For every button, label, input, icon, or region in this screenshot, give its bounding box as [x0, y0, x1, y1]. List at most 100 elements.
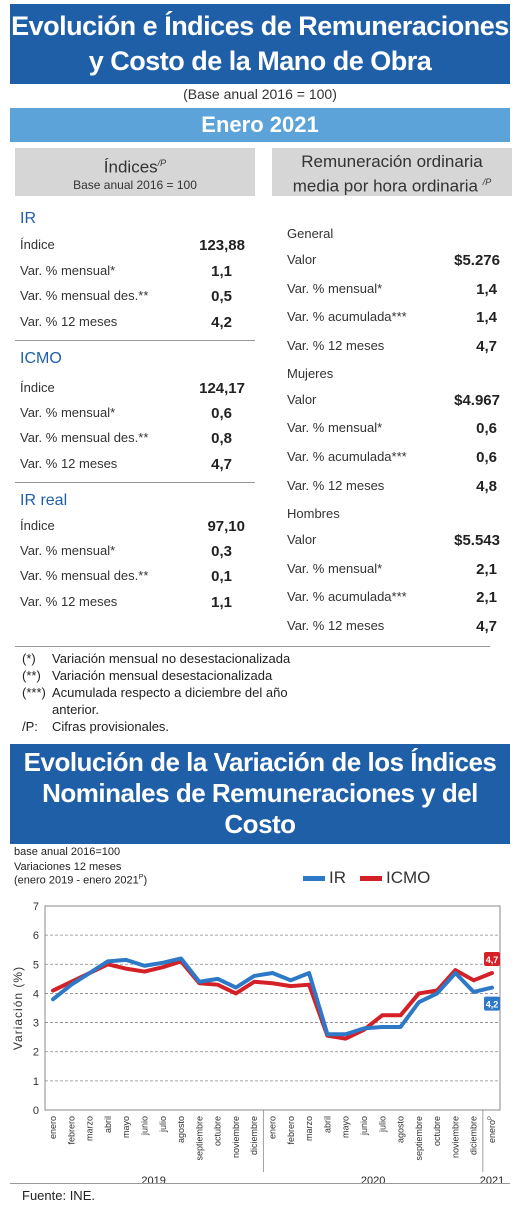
chart-title-line3: de la Mano de obra	[146, 840, 374, 870]
x-tick-label: mayo	[341, 1116, 351, 1138]
row-label: Valor	[287, 532, 317, 547]
y-tick-label: 5	[33, 959, 39, 971]
row-value: 1,1	[211, 263, 232, 280]
series-line-icmo	[51, 959, 494, 1041]
end-label-box	[484, 952, 500, 967]
end-value-label: 4,2	[486, 1000, 499, 1010]
indices-title: Índices	[103, 157, 158, 177]
series-line-ir	[51, 956, 494, 1037]
row-label: Índice	[20, 237, 55, 252]
row-value: 1,1	[211, 594, 232, 611]
x-tick-label: junio	[139, 1116, 149, 1136]
row-label: Var. % 12 meses	[287, 338, 385, 353]
row-label: Var. % acumulada***	[287, 309, 407, 324]
main-title-line2: y Costo de la Mano de Obra	[88, 46, 432, 76]
remuneracion-header: Remuneración ordinaria media por hora or…	[272, 148, 512, 196]
section-hombres: Hombres	[287, 506, 340, 521]
x-tick-label: septiembre	[194, 1116, 204, 1161]
row-label: Var. % acumulada***	[287, 589, 407, 604]
x-tick-label: octubre	[432, 1116, 442, 1146]
row-label: Var. % 12 meses	[287, 478, 385, 493]
row-value: 0,8	[211, 430, 232, 447]
x-tick-label: febrero	[66, 1116, 76, 1145]
row-label: Var. % mensual*	[20, 263, 116, 278]
row-label: Var. % mensual des.**	[20, 568, 149, 583]
footnote-item: (*) Variación mensual no desestacionaliza…	[22, 650, 332, 667]
x-tick-label: julio	[377, 1116, 387, 1133]
x-tick-label: febrero	[286, 1116, 296, 1145]
footnote-item: (***) Acumulada respecto a diciembre del …	[22, 684, 332, 718]
y-tick-label: 3	[33, 1018, 39, 1030]
row-value: 2,1	[476, 589, 497, 606]
x-tick-label: julio	[158, 1116, 168, 1133]
x-tick-label: agosto	[176, 1116, 186, 1143]
x-tick-label: enero	[268, 1116, 278, 1139]
x-tick-label: septiembre	[414, 1116, 424, 1161]
row-value: 0,5	[211, 288, 232, 305]
row-value: 0,3	[211, 543, 232, 560]
y-tick-label: 7	[33, 901, 39, 913]
row-label: Var. % mensual*	[20, 543, 116, 558]
footnote-item: /P: Cifras provisionales.	[22, 718, 332, 735]
x-tick-label: noviembre	[450, 1116, 460, 1158]
section-ir-real: IR real	[20, 492, 68, 509]
row-value: 4,7	[476, 618, 497, 635]
footnote-key: (***)	[22, 685, 46, 700]
section-icmo: ICMO	[20, 350, 62, 367]
footer-divider	[10, 1183, 510, 1184]
x-tick-label: eneroP	[487, 1116, 497, 1143]
row-label: Var. % mensual*	[287, 420, 383, 435]
x-tick-label: abril	[322, 1116, 332, 1133]
row-value: 1,4	[476, 281, 497, 298]
chart-legend: IR ICMO	[293, 868, 430, 888]
month-banner: Enero 2021	[10, 108, 510, 142]
remuneracion-line1: Remuneración ordinaria	[301, 152, 483, 171]
main-title-banner: Evolución e Índices de Remuneraciones y …	[10, 4, 510, 84]
base-note: (Base anual 2016 = 100)	[183, 86, 337, 102]
footnote-text: Acumulada respecto a diciembre del año a…	[52, 685, 288, 717]
x-tick-label: enero	[48, 1116, 58, 1139]
y-tick-label: 6	[33, 930, 39, 942]
indices-header: Índices/P Base anual 2016 = 100	[15, 148, 255, 196]
row-label: Var. % 12 meses	[20, 594, 118, 609]
row-label: Var. % 12 meses	[20, 456, 118, 471]
row-value: 2,1	[476, 561, 497, 578]
row-value: 0,6	[211, 405, 232, 422]
footnote-key: (**)	[22, 668, 41, 683]
row-label: Var. % mensual*	[287, 561, 383, 576]
x-tick-label: junio	[359, 1116, 369, 1136]
row-value: 4,2	[211, 314, 232, 331]
divider	[15, 340, 255, 341]
footnote-text: Cifras provisionales.	[52, 719, 170, 734]
y-tick-label: 0	[33, 1105, 39, 1117]
footnote-key: /P:	[22, 719, 38, 734]
year-label: 2019	[141, 1175, 165, 1187]
legend-icmo-swatch	[360, 875, 382, 881]
row-value: 123,88	[199, 237, 245, 254]
y-axis-label: Variación (%)	[11, 966, 25, 1050]
chart-sub1: Variaciones 12 meses	[14, 861, 122, 873]
x-tick-label: marzo	[304, 1116, 314, 1141]
indices-subtitle: Base anual 2016 = 100	[73, 177, 197, 192]
y-tick-label: 4	[33, 988, 39, 1000]
x-tick-label: marzo	[85, 1116, 95, 1141]
row-value: 0,6	[476, 449, 497, 466]
footnotes: (*) Variación mensual no desestacionaliza…	[22, 650, 332, 735]
row-label: Var. % mensual*	[287, 281, 383, 296]
chart-title-line2: Nominales de Remuneraciones y del Costo	[42, 778, 478, 839]
row-label: Índice	[20, 518, 55, 533]
y-tick-label: 1	[33, 1076, 39, 1088]
x-tick-label: diciembre	[469, 1116, 479, 1155]
footnote-key: (*)	[22, 651, 36, 666]
indices-sup: /P	[157, 158, 167, 168]
x-tick-label: agosto	[396, 1116, 406, 1143]
row-value: 1,4	[476, 309, 497, 326]
row-label: Var. % mensual des.**	[20, 430, 149, 445]
end-value-label: 4,7	[486, 955, 499, 965]
section-general: General	[287, 226, 334, 241]
divider	[15, 482, 255, 483]
y-tick-label: 2	[33, 1047, 39, 1059]
x-tick-label: diciembre	[249, 1116, 259, 1155]
row-value: $5.543	[454, 532, 500, 549]
